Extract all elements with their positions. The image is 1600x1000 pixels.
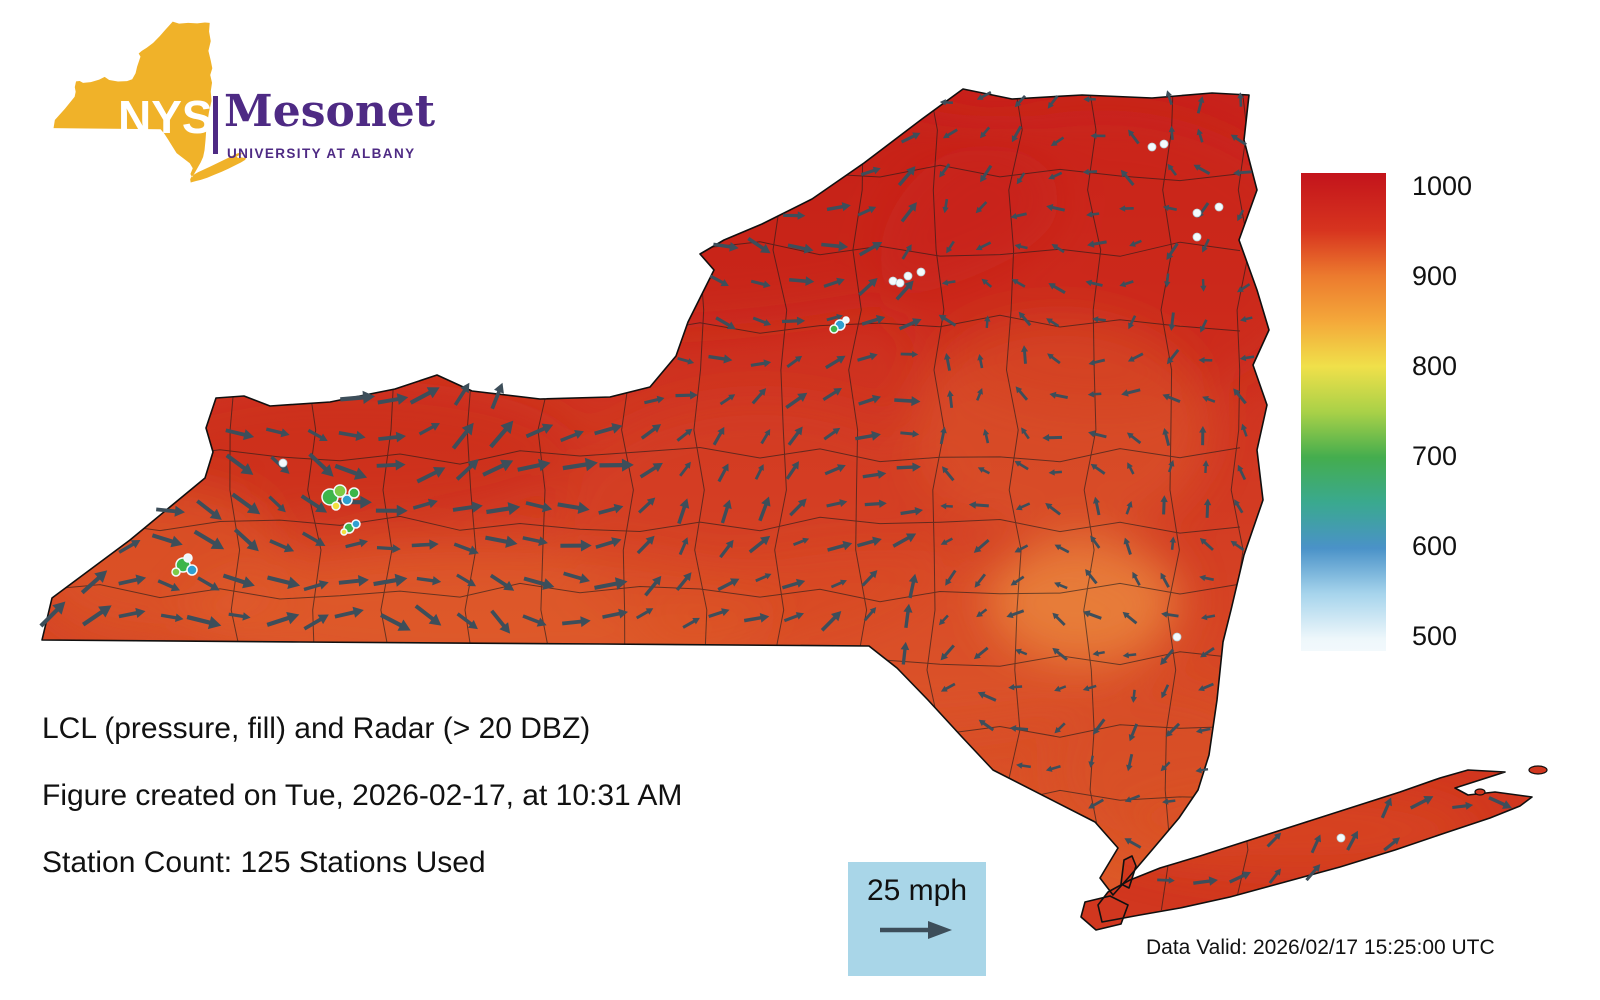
wind-arrow-layer — [39, 90, 1512, 886]
caption-title: LCL (pressure, fill) and Radar (> 20 DBZ… — [42, 712, 591, 745]
colorbar-tick: 500 — [1412, 621, 1458, 651]
logo-acronym: NYS — [118, 91, 213, 143]
colorbar-gradient — [1301, 173, 1386, 651]
colorbar-tick-labels: 1000 900 800 700 600 500 — [1412, 171, 1542, 671]
colorbar-tick: 800 — [1412, 351, 1458, 381]
colorbar — [1301, 173, 1386, 651]
caption-created: Figure created on Tue, 2026-02-17, at 10… — [42, 779, 683, 812]
wind-speed-legend: 25 mph — [848, 862, 986, 976]
wind-speed-label: 25 mph — [866, 874, 968, 907]
logo-ny-state-icon — [53, 21, 247, 183]
logo-subtitle: UNIVERSITY AT ALBANY — [227, 146, 416, 161]
radar-echo-layer — [171, 139, 1346, 843]
logo-divider — [213, 96, 218, 154]
data-valid-text: Data Valid: 2026/02/17 15:25:00 UTC — [1146, 936, 1495, 959]
colorbar-tick: 600 — [1412, 531, 1458, 561]
colorbar-tick: 900 — [1412, 261, 1458, 291]
wind-speed-arrow-icon — [880, 921, 952, 939]
state-outline — [41, 88, 1548, 931]
nys-mesonet-logo: NYS Mesonet UNIVERSITY AT ALBANY — [52, 14, 452, 194]
colorbar-tick: 1000 — [1412, 171, 1473, 201]
logo-name: Mesonet — [224, 86, 436, 137]
colorbar-tick: 700 — [1412, 441, 1458, 471]
caption-stations: Station Count: 125 Stations Used — [42, 846, 486, 879]
